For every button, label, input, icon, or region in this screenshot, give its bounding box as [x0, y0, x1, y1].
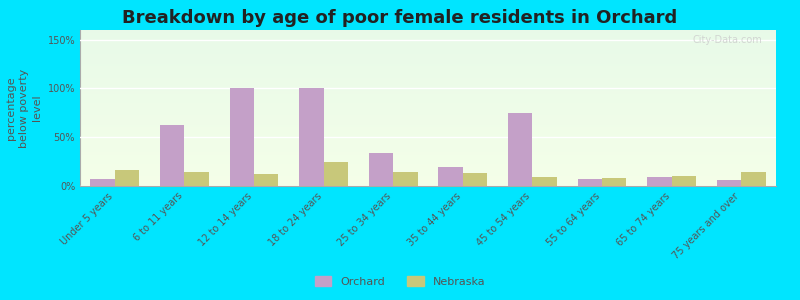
Bar	[578, 179, 602, 186]
Text: Breakdown by age of poor female residents in Orchard: Breakdown by age of poor female resident…	[122, 9, 678, 27]
Bar	[438, 167, 462, 186]
Bar	[602, 178, 626, 186]
Bar	[533, 177, 557, 186]
Text: City-Data.com: City-Data.com	[692, 35, 762, 45]
Bar	[742, 172, 766, 186]
Bar	[185, 172, 209, 186]
Bar	[647, 177, 672, 186]
Bar	[230, 88, 254, 186]
Bar	[323, 162, 348, 186]
Bar	[299, 88, 324, 186]
Bar	[717, 180, 741, 186]
Bar	[254, 174, 278, 186]
Bar	[115, 170, 139, 186]
Bar	[90, 179, 115, 186]
Bar	[369, 153, 394, 186]
Bar	[463, 173, 487, 186]
Bar	[160, 124, 185, 186]
Legend: Orchard, Nebraska: Orchard, Nebraska	[310, 272, 490, 291]
Bar	[508, 113, 533, 186]
Bar	[672, 176, 696, 186]
Y-axis label: percentage
below poverty
level: percentage below poverty level	[6, 68, 42, 148]
Bar	[394, 172, 418, 186]
